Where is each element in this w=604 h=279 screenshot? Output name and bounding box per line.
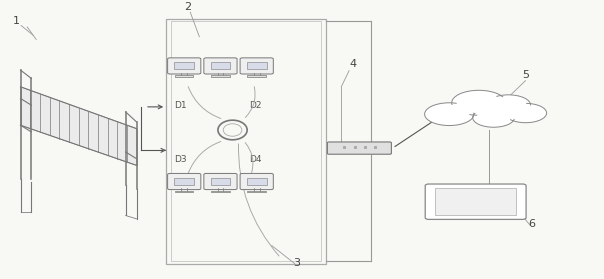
Bar bbox=[175, 75, 193, 77]
Circle shape bbox=[452, 90, 506, 115]
Bar bbox=[435, 189, 516, 215]
Circle shape bbox=[425, 103, 474, 126]
Bar bbox=[175, 62, 194, 69]
Bar bbox=[248, 191, 266, 192]
Circle shape bbox=[477, 110, 511, 126]
FancyBboxPatch shape bbox=[240, 174, 273, 190]
FancyBboxPatch shape bbox=[240, 58, 273, 74]
FancyBboxPatch shape bbox=[425, 184, 526, 219]
FancyBboxPatch shape bbox=[167, 174, 201, 190]
FancyBboxPatch shape bbox=[204, 174, 237, 190]
Text: 6: 6 bbox=[528, 220, 536, 229]
Bar bbox=[211, 75, 230, 77]
Polygon shape bbox=[21, 87, 137, 165]
Text: 3: 3 bbox=[293, 258, 300, 268]
Bar bbox=[247, 62, 266, 69]
Text: 5: 5 bbox=[522, 71, 530, 80]
FancyBboxPatch shape bbox=[327, 142, 391, 154]
Circle shape bbox=[473, 108, 515, 127]
Circle shape bbox=[505, 103, 547, 123]
Text: D1: D1 bbox=[174, 101, 187, 110]
Circle shape bbox=[486, 95, 530, 115]
Bar bbox=[248, 75, 266, 77]
Text: D4: D4 bbox=[249, 155, 262, 164]
Bar bbox=[211, 62, 230, 69]
Bar bbox=[166, 19, 326, 264]
Bar bbox=[247, 178, 266, 185]
Text: 1: 1 bbox=[13, 16, 21, 26]
Text: 2: 2 bbox=[184, 2, 191, 12]
Bar bbox=[211, 178, 230, 185]
Circle shape bbox=[429, 105, 469, 124]
Bar bbox=[175, 191, 193, 192]
Bar bbox=[211, 191, 230, 192]
Text: D2: D2 bbox=[249, 101, 262, 110]
Text: D3: D3 bbox=[174, 155, 187, 164]
FancyBboxPatch shape bbox=[167, 58, 201, 74]
Circle shape bbox=[457, 93, 501, 113]
Circle shape bbox=[509, 105, 543, 121]
Text: 4: 4 bbox=[349, 59, 356, 69]
Bar bbox=[171, 21, 321, 261]
Bar bbox=[175, 178, 194, 185]
FancyBboxPatch shape bbox=[204, 58, 237, 74]
Circle shape bbox=[490, 97, 527, 114]
